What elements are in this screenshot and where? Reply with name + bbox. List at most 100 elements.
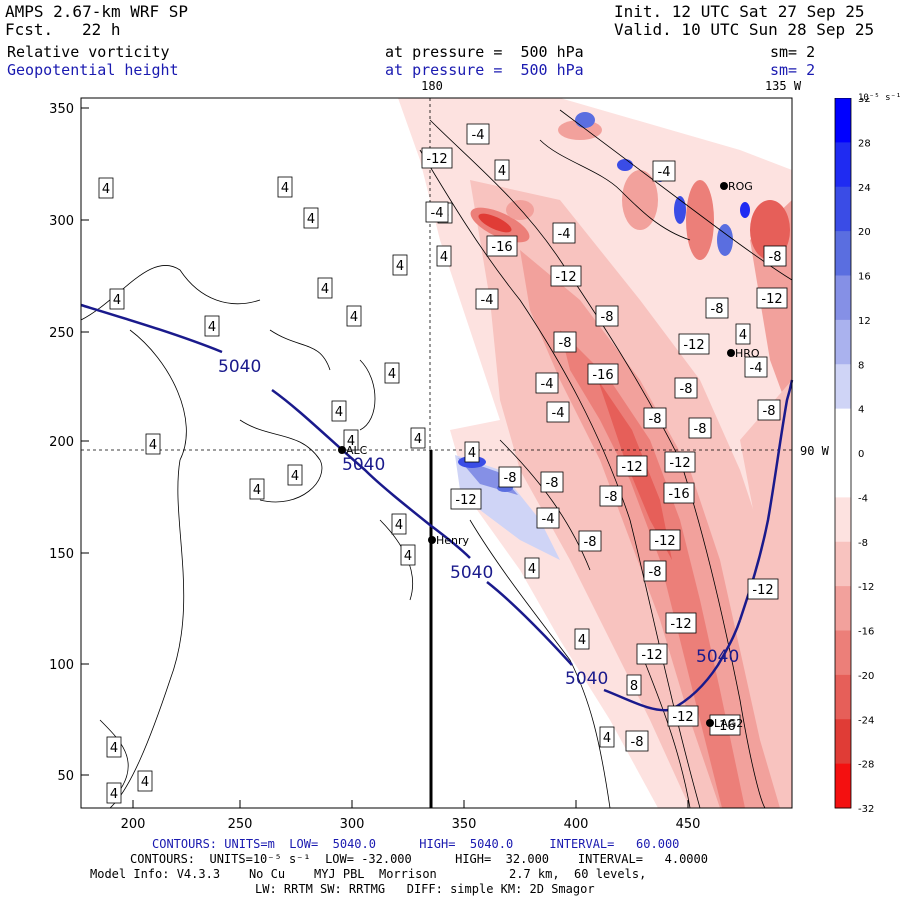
y-tick-label: 50 xyxy=(57,769,74,784)
colorbar-swatch xyxy=(835,98,851,143)
vorticity-contour-info: CONTOURS: UNITS=10⁻⁵ s⁻¹ LOW= -32.000 HI… xyxy=(130,852,708,866)
svg-text:-12: -12 xyxy=(669,456,690,471)
vorticity-label: -4 xyxy=(652,160,676,182)
model-info: Model Info: V4.3.3 No Cu MYJ PBL Morriso… xyxy=(90,867,647,881)
vorticity-label: -12 xyxy=(649,529,681,551)
vorticity-label: -12 xyxy=(665,612,697,634)
height-contours xyxy=(80,303,794,712)
colorbar-swatch xyxy=(835,719,851,765)
height-label: 5040 xyxy=(696,647,739,667)
vorticity-label: 4 xyxy=(384,362,400,384)
vorticity-label: 4 xyxy=(391,513,407,535)
vorticity-label: 4 xyxy=(277,176,293,198)
vorticity-label: 4 xyxy=(204,315,220,337)
svg-text:-8: -8 xyxy=(680,382,693,397)
svg-text:4: 4 xyxy=(498,164,506,179)
colorbar-swatch xyxy=(835,586,851,631)
vorticity-label: -12 xyxy=(678,333,710,355)
svg-text:-4: -4 xyxy=(472,128,485,143)
field2-level: at pressure = 500 hPa xyxy=(385,61,584,79)
x-tick-label: 250 xyxy=(228,817,253,832)
vorticity-label: 4 xyxy=(524,557,540,579)
vorticity-label: -16 xyxy=(587,363,619,385)
svg-text:4: 4 xyxy=(578,633,586,648)
y-axis: 350 300 250 200 150 100 50 xyxy=(49,102,89,784)
vorticity-label: -4 xyxy=(546,401,570,423)
vorticity-label: 4 xyxy=(287,464,303,486)
y-tick-label: 250 xyxy=(49,326,74,341)
plot-frame xyxy=(80,97,793,809)
colorbar-tick: 4 xyxy=(858,405,864,416)
vorticity-label: -12 xyxy=(550,265,582,287)
colorbar-unit: 10⁻⁵ s⁻¹ xyxy=(858,93,900,103)
vorticity-labels: 4444444444444444444444444444-4-4-4-4-4-4… xyxy=(98,123,788,804)
meridian-label: 180 xyxy=(421,79,443,93)
vorticity-label: -16 xyxy=(486,235,518,257)
colorbar-tick: 8 xyxy=(858,360,864,371)
colorbar-swatch xyxy=(835,364,851,410)
vorticity-contours xyxy=(81,109,792,808)
svg-text:-4: -4 xyxy=(542,512,555,527)
vorticity-label: -8 xyxy=(498,466,522,488)
field2-name: Geopotential height xyxy=(7,61,179,79)
vorticity-label: -16 xyxy=(709,714,741,736)
svg-text:4: 4 xyxy=(388,367,396,382)
svg-text:4: 4 xyxy=(468,446,476,461)
svg-text:-8: -8 xyxy=(649,412,662,427)
vorticity-label: -16 xyxy=(663,482,695,504)
svg-text:4: 4 xyxy=(291,469,299,484)
vorticity-label: -8 xyxy=(643,560,667,582)
svg-text:-4: -4 xyxy=(552,406,565,421)
svg-text:-12: -12 xyxy=(752,583,773,598)
vorticity-label: -8 xyxy=(540,471,564,493)
vorticity-label: -8 xyxy=(757,399,781,421)
colorbar-tick: 12 xyxy=(858,316,871,327)
svg-text:-4: -4 xyxy=(431,206,444,221)
colorbar-swatch xyxy=(835,763,851,809)
vorticity-label: 4 xyxy=(106,782,122,804)
station-marker: ROG xyxy=(720,180,753,193)
vorticity-label: 4 xyxy=(106,736,122,758)
vorticity-label: -12 xyxy=(616,455,648,477)
svg-text:-8: -8 xyxy=(763,404,776,419)
svg-text:-16: -16 xyxy=(668,487,689,502)
vorticity-label: 4 xyxy=(464,441,480,463)
vorticity-label: -8 xyxy=(578,530,602,552)
colorbar-swatch xyxy=(835,674,851,720)
svg-text:4: 4 xyxy=(603,731,611,746)
height-label: 5040 xyxy=(565,669,608,689)
colorbar-tick: 20 xyxy=(858,227,871,238)
vorticity-label: -4 xyxy=(466,123,490,145)
colorbar-tick: 0 xyxy=(858,449,864,460)
vorticity-label: 4 xyxy=(109,288,125,310)
svg-text:ROG: ROG xyxy=(728,180,753,193)
colorbar-tick: -12 xyxy=(858,582,874,593)
svg-text:-12: -12 xyxy=(672,710,693,725)
colorbar-tick: 32 xyxy=(858,98,871,105)
svg-text:4: 4 xyxy=(440,250,448,265)
vorticity-label: 4 xyxy=(346,305,362,327)
svg-text:4: 4 xyxy=(396,259,404,274)
station-marker: HRO xyxy=(727,347,760,360)
colorbar-swatch xyxy=(835,186,851,232)
vorticity-label: -8 xyxy=(763,245,787,267)
vorticity-label: -12 xyxy=(421,147,453,169)
vorticity-label: -8 xyxy=(643,407,667,429)
vorticity-label: 4 xyxy=(317,277,333,299)
vorticity-label: 4 xyxy=(599,726,615,748)
y-tick-label: 300 xyxy=(49,214,74,229)
svg-text:4: 4 xyxy=(739,328,747,343)
vorticity-label: -4 xyxy=(536,507,560,529)
svg-text:-8: -8 xyxy=(649,565,662,580)
vorticity-label: -4 xyxy=(535,372,559,394)
height-label: 5040 xyxy=(450,563,493,583)
colorbar: 32 28 24 20 16 12 8 4 0 -4 -8 -12 -16 -20 -24 -28 -32 xyxy=(834,98,874,815)
svg-text:4: 4 xyxy=(149,438,157,453)
height-label: 5040 xyxy=(218,357,261,377)
vorticity-label: 4 xyxy=(137,770,153,792)
svg-text:4: 4 xyxy=(208,320,216,335)
svg-text:-12: -12 xyxy=(654,534,675,549)
svg-text:4: 4 xyxy=(347,434,355,449)
field1-name: Relative vorticity xyxy=(7,43,170,61)
svg-text:-12: -12 xyxy=(761,292,782,307)
